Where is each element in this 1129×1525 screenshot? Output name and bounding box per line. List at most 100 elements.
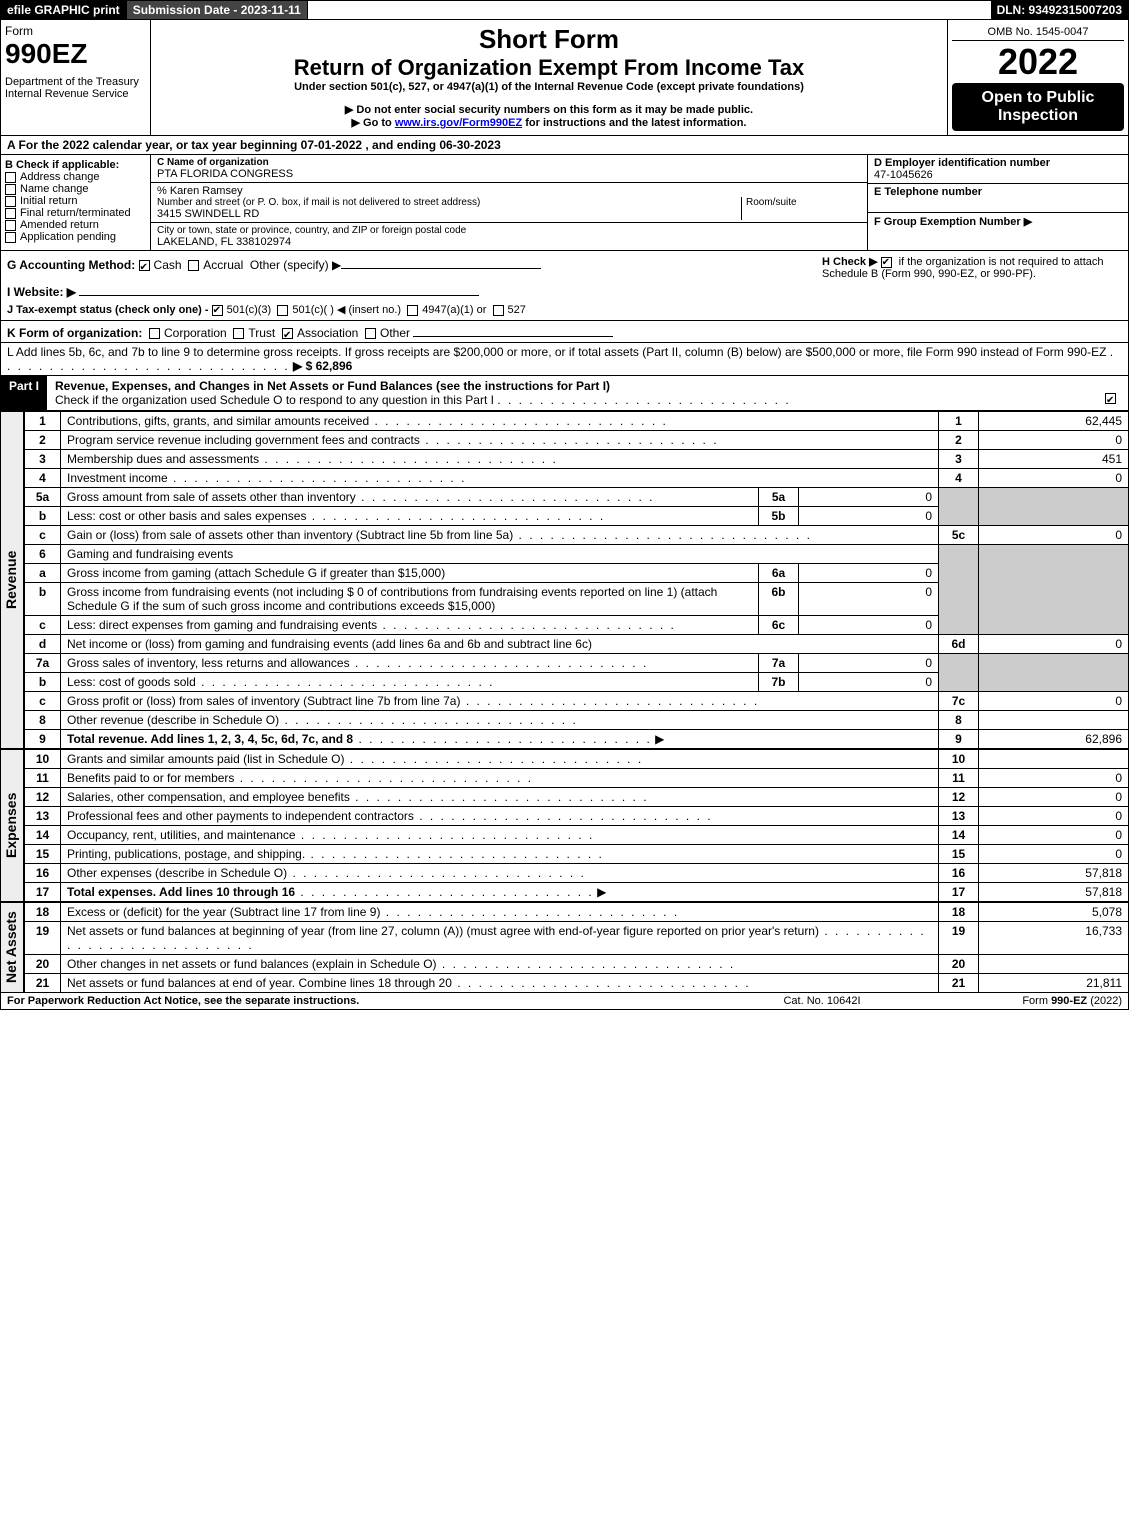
table-row: 1Contributions, gifts, grants, and simil… (25, 412, 1129, 431)
ein-value: 47-1045626 (874, 169, 1122, 181)
table-row: dNet income or (loss) from gaming and fu… (25, 635, 1129, 654)
city-state-zip: LAKELAND, FL 338102974 (157, 236, 861, 248)
line-5c-value: 0 (979, 526, 1129, 545)
subtitle: Under section 501(c), 527, or 4947(a)(1)… (155, 81, 943, 93)
line-18-value: 5,078 (979, 903, 1129, 922)
line-16-value: 57,818 (979, 864, 1129, 883)
goto-note: ▶ Go to www.irs.gov/Form990EZ for instru… (155, 116, 943, 129)
chk-other-org[interactable] (365, 328, 376, 339)
table-row: 21Net assets or fund balances at end of … (25, 974, 1129, 993)
table-row: 4Investment income40 (25, 469, 1129, 488)
chk-schedule-o[interactable] (1105, 393, 1116, 404)
table-row: cGross profit or (loss) from sales of in… (25, 692, 1129, 711)
ssn-note: ▶ Do not enter social security numbers o… (155, 103, 943, 116)
table-row: 5aGross amount from sale of assets other… (25, 488, 1129, 507)
ein-label: D Employer identification number (874, 157, 1122, 169)
other-org-input[interactable] (413, 323, 613, 337)
chk-address-change[interactable]: Address change (5, 171, 146, 183)
website-label: I Website: ▶ (7, 285, 76, 299)
street-address: 3415 SWINDELL RD (157, 208, 741, 220)
chk-4947[interactable] (407, 305, 418, 316)
chk-trust[interactable] (233, 328, 244, 339)
g-label: G Accounting Method: (7, 258, 135, 272)
form-number: 990EZ (5, 38, 146, 70)
line-7c-value: 0 (979, 692, 1129, 711)
line-12-value: 0 (979, 788, 1129, 807)
main-title: Return of Organization Exempt From Incom… (155, 55, 943, 81)
tel-value (874, 198, 1122, 210)
chk-schedule-b[interactable] (881, 257, 892, 268)
line-8-value (979, 711, 1129, 730)
chk-501c3[interactable] (212, 305, 223, 316)
chk-final-return[interactable]: Final return/terminated (5, 207, 146, 219)
website-row: I Website: ▶ (7, 282, 822, 299)
table-row: 16Other expenses (describe in Schedule O… (25, 864, 1129, 883)
net-assets-table: 18Excess or (deficit) for the year (Subt… (24, 902, 1129, 993)
l-amount: ▶ $ 62,896 (293, 359, 352, 373)
chk-application-pending[interactable]: Application pending (5, 231, 146, 243)
part-1-badge: Part I (1, 376, 47, 410)
chk-501c[interactable] (277, 305, 288, 316)
cat-number: Cat. No. 10642I (722, 995, 922, 1007)
city-label: City or town, state or province, country… (157, 225, 861, 236)
table-row: 3Membership dues and assessments3451 (25, 450, 1129, 469)
k-form-org: K Form of organization: Corporation Trus… (0, 321, 1129, 343)
form-word: Form (5, 24, 146, 38)
irs-link[interactable]: www.irs.gov/Form990EZ (395, 117, 522, 129)
line-13-value: 0 (979, 807, 1129, 826)
net-assets-section: Net Assets 18Excess or (deficit) for the… (0, 902, 1129, 993)
chk-name-change[interactable]: Name change (5, 183, 146, 195)
info-grid: B Check if applicable: Address change Na… (0, 155, 1129, 251)
line-6b-value: 0 (799, 583, 939, 616)
page-footer: For Paperwork Reduction Act Notice, see … (0, 993, 1129, 1010)
col-d-e-f: D Employer identification number 47-1045… (868, 155, 1128, 250)
chk-527[interactable] (493, 305, 504, 316)
group-exemption-label: F Group Exemption Number ▶ (874, 215, 1122, 228)
efile-label[interactable]: efile GRAPHIC print (1, 1, 127, 19)
table-row: 9Total revenue. Add lines 1, 2, 3, 4, 5c… (25, 730, 1129, 749)
k-label: K Form of organization: (7, 326, 142, 340)
col-b-checkboxes: B Check if applicable: Address change Na… (1, 155, 151, 250)
expenses-section: Expenses 10Grants and similar amounts pa… (0, 749, 1129, 902)
line-11-value: 0 (979, 769, 1129, 788)
part-1-check-note: Check if the organization used Schedule … (55, 393, 494, 407)
revenue-tab: Revenue (0, 411, 24, 749)
h-label: H Check ▶ (822, 256, 878, 268)
revenue-table: 1Contributions, gifts, grants, and simil… (24, 411, 1129, 749)
line-9-value: 62,896 (979, 730, 1129, 749)
website-input[interactable] (79, 282, 479, 296)
chk-association[interactable] (282, 328, 293, 339)
accounting-method: G Accounting Method: Cash Accrual Other … (7, 255, 822, 272)
chk-initial-return[interactable]: Initial return (5, 195, 146, 207)
chk-cash[interactable] (139, 260, 150, 271)
form-ref: Form 990-EZ (2022) (922, 995, 1122, 1007)
table-row: 18Excess or (deficit) for the year (Subt… (25, 903, 1129, 922)
tax-exempt-status: J Tax-exempt status (check only one) - 5… (7, 303, 822, 316)
line-20-value (979, 955, 1129, 974)
line-3-value: 451 (979, 450, 1129, 469)
tel-label: E Telephone number (874, 186, 1122, 198)
omb-number: OMB No. 1545-0047 (952, 24, 1124, 41)
table-row: 11Benefits paid to or for members110 (25, 769, 1129, 788)
line-5a-value: 0 (799, 488, 939, 507)
expenses-tab: Expenses (0, 749, 24, 902)
table-row: 7aGross sales of inventory, less returns… (25, 654, 1129, 673)
top-bar: efile GRAPHIC print Submission Date - 20… (0, 0, 1129, 20)
table-row: cGain or (loss) from sale of assets othe… (25, 526, 1129, 545)
part-1-title: Revenue, Expenses, and Changes in Net As… (55, 379, 610, 393)
other-method-input[interactable] (341, 255, 541, 269)
line-19-value: 16,733 (979, 922, 1129, 955)
table-row: 2Program service revenue including gover… (25, 431, 1129, 450)
line-7b-value: 0 (799, 673, 939, 692)
line-2-value: 0 (979, 431, 1129, 450)
table-row: 14Occupancy, rent, utilities, and mainte… (25, 826, 1129, 845)
chk-accrual[interactable] (188, 260, 199, 271)
line-5b-value: 0 (799, 507, 939, 526)
line-6d-value: 0 (979, 635, 1129, 654)
chk-corporation[interactable] (149, 328, 160, 339)
chk-amended-return[interactable]: Amended return (5, 219, 146, 231)
line-7a-value: 0 (799, 654, 939, 673)
part-1-header: Part I Revenue, Expenses, and Changes in… (0, 376, 1129, 411)
irs-label: Internal Revenue Service (5, 88, 146, 100)
table-row: 19Net assets or fund balances at beginni… (25, 922, 1129, 955)
